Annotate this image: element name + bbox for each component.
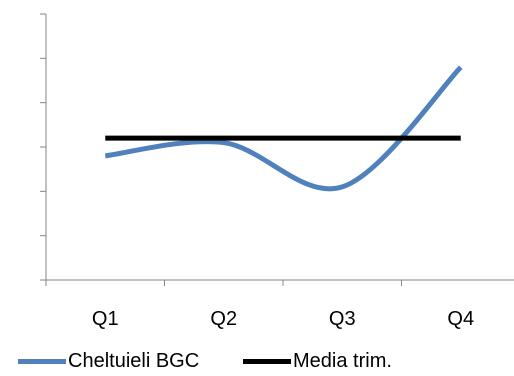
legend-line-swatch-series-1 [18,358,66,364]
legend-label-series-1: Cheltuieli BGC [68,349,200,372]
x-tick-label: Q1 [92,308,119,330]
legend-item-series-1: Cheltuieli BGC [18,348,199,374]
x-tick-label: Q4 [447,308,474,330]
chart-axes [40,13,514,286]
series-layer [104,65,463,192]
legend-item-series-2: Media trim. [243,348,392,374]
x-tick-labels: Q1 Q2 Q3 Q4 [92,308,474,330]
legend-label-series-2: Media trim. [293,349,392,372]
x-tick-label: Q3 [329,308,356,330]
series-line-1 [104,65,463,192]
x-tick-label: Q2 [210,308,237,330]
chart-legend: Cheltuieli BGC Media trim. [0,348,514,376]
legend-line-swatch-series-2 [243,358,291,364]
